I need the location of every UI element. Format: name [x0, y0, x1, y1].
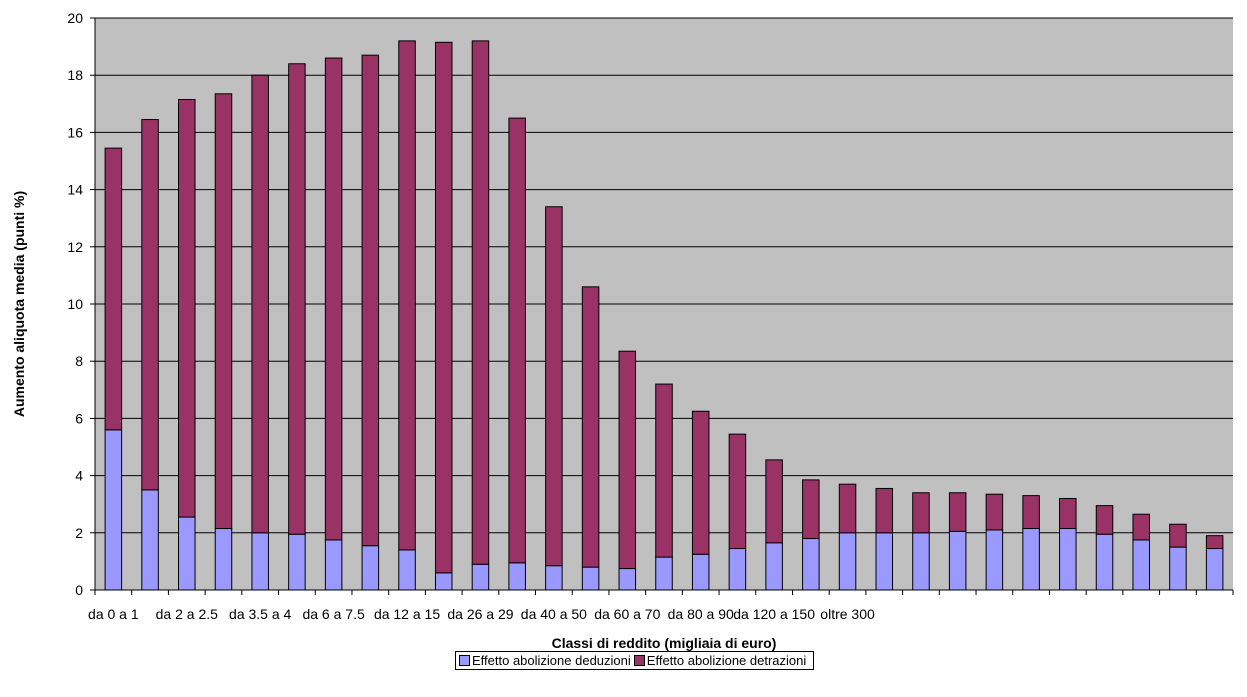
legend: Effetto abolizione deduzioni Effetto abo…: [455, 651, 815, 670]
bar-deduzioni: [1132, 539, 1150, 591]
bar-deduzioni: [1205, 548, 1224, 591]
bar-deduzioni: [1169, 546, 1187, 591]
bar-deduzioni: [838, 532, 857, 591]
x-axis-title: Classi di reddito (migliaia di euro): [552, 635, 777, 651]
bar-deduzioni: [985, 529, 1004, 591]
bar-detrazioni: [1169, 523, 1187, 548]
x-tick-label: da 12 a 15: [374, 606, 440, 622]
bar-detrazioni: [398, 40, 416, 551]
bar-deduzioni: [728, 548, 747, 591]
x-tick-label: da 6 a 7.5: [302, 606, 364, 622]
bar-detrazioni: [1095, 505, 1114, 535]
bar-detrazioni: [765, 459, 783, 544]
legend-swatch-deduzioni: [459, 655, 470, 666]
bar-deduzioni: [691, 553, 710, 591]
bar-detrazioni: [251, 74, 269, 534]
bar-detrazioni: [838, 483, 857, 534]
y-tick-label: 8: [75, 353, 83, 369]
bar-detrazioni: [1059, 497, 1077, 530]
bar-detrazioni: [324, 57, 343, 541]
bar-detrazioni: [948, 492, 967, 532]
bar-deduzioni: [178, 516, 196, 591]
bar-detrazioni: [1022, 495, 1040, 530]
x-tick-label: da 26 a 29: [447, 606, 513, 622]
bar-deduzioni: [765, 542, 783, 591]
bar-deduzioni: [545, 565, 563, 591]
bar-deduzioni: [104, 429, 123, 591]
bar-deduzioni: [1022, 528, 1040, 591]
y-tick-label: 2: [75, 525, 83, 541]
bar-detrazioni: [178, 99, 196, 518]
bar-detrazioni: [434, 41, 453, 574]
bar-detrazioni: [141, 119, 159, 491]
bar-detrazioni: [985, 493, 1004, 531]
bar-deduzioni: [508, 562, 526, 591]
bar-deduzioni: [398, 549, 416, 591]
y-tick-label: 6: [75, 410, 83, 426]
bar-detrazioni: [655, 383, 673, 558]
y-axis-title: Aumento aliquota media (punti %): [11, 191, 27, 417]
bar-detrazioni: [214, 93, 233, 530]
bar-deduzioni: [802, 538, 820, 591]
bar-deduzioni: [324, 539, 343, 591]
bar-detrazioni: [104, 147, 123, 431]
y-tick-label: 14: [67, 182, 83, 198]
bar-detrazioni: [912, 492, 930, 534]
y-tick-labels: 0 2 4 6 8 10 12 14 16 18 20: [67, 10, 83, 598]
y-tick-label: 20: [67, 10, 83, 26]
bar-detrazioni: [802, 479, 820, 540]
x-tick-label: da 80 a 90: [668, 606, 734, 622]
bar-deduzioni: [288, 533, 306, 591]
y-tick-label: 4: [75, 468, 83, 484]
bar-detrazioni: [545, 206, 563, 567]
bar-detrazioni: [508, 117, 526, 564]
bar-deduzioni: [655, 556, 673, 591]
bar-deduzioni: [1095, 533, 1114, 591]
bar-deduzioni: [875, 532, 894, 591]
bar-detrazioni: [875, 487, 894, 534]
x-tick-label: da 60 a 70: [594, 606, 660, 622]
x-tick-label: oltre 300: [820, 606, 875, 622]
bar-detrazioni: [728, 433, 747, 550]
x-tick-label: da 40 a 50: [521, 606, 587, 622]
bar-deduzioni: [618, 568, 637, 591]
x-tick-labels: da 0 a 1 da 2 a 2.5 da 3.5 a 4 da 6 a 7.5 da…: [88, 606, 875, 622]
axes: [90, 17, 1234, 595]
y-tick-label: 10: [67, 296, 83, 312]
y-tick-label: 18: [67, 67, 83, 83]
bar-deduzioni: [471, 563, 490, 591]
bar-deduzioni: [434, 572, 453, 591]
legend-swatch-detrazioni: [633, 655, 645, 666]
bar-deduzioni: [361, 545, 380, 591]
legend-item-deduzioni: Effetto abolizione deduzioni: [459, 653, 631, 668]
bar-deduzioni: [1059, 528, 1077, 591]
x-tick-label: da 0 a 1: [88, 606, 139, 622]
bar-deduzioni: [912, 532, 930, 591]
bar-detrazioni: [361, 54, 380, 547]
bar-detrazioni: [1205, 535, 1224, 550]
x-tick-label: da 120 a 150: [733, 606, 815, 622]
x-tick-label: da 2 a 2.5: [156, 606, 218, 622]
legend-label-detrazioni: Effetto abolizione detrazioni: [646, 653, 807, 668]
bar-deduzioni: [948, 530, 967, 591]
y-tick-label: 12: [67, 239, 83, 255]
y-tick-label: 0: [75, 582, 83, 598]
bar-deduzioni: [581, 566, 600, 591]
bar-detrazioni: [471, 40, 490, 565]
legend-label-deduzioni: Effetto abolizione deduzioni: [472, 653, 631, 668]
bar-detrazioni: [691, 410, 710, 555]
bar-deduzioni: [141, 489, 159, 591]
y-tick-label: 16: [67, 124, 83, 140]
bar-deduzioni: [214, 528, 233, 591]
x-tick-label: da 3.5 a 4: [229, 606, 291, 622]
bar-deduzioni: [251, 532, 269, 591]
bar-detrazioni: [288, 63, 306, 535]
bar-detrazioni: [1132, 513, 1150, 541]
bar-detrazioni: [581, 286, 600, 568]
legend-item-detrazioni: Effetto abolizione detrazioni: [633, 653, 807, 668]
bar-detrazioni: [618, 350, 637, 570]
